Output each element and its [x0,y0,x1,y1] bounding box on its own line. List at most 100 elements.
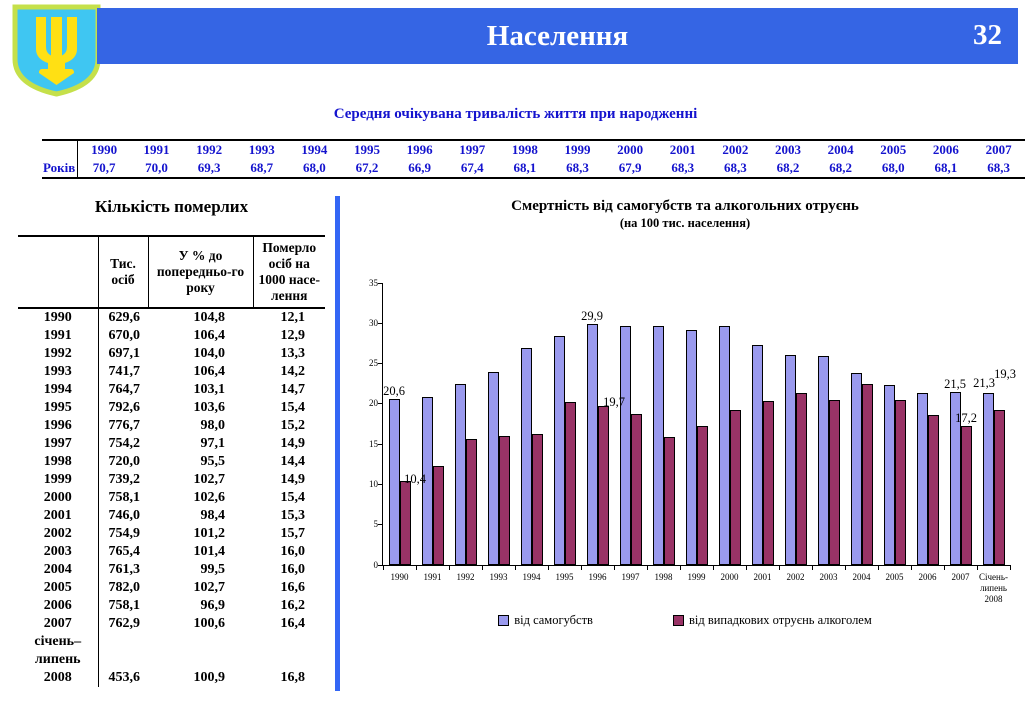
x-axis-tick [481,565,483,570]
bar-alcohol-2006 [927,415,939,565]
life-expectancy-year-cell: 1999 [564,142,591,157]
x-axis-category-label: 2001 [753,572,772,582]
x-axis-tick [415,565,417,570]
deaths-table-row: 1990 629,6 104,8 12,1 [18,308,325,327]
bar-alcohol-2004 [861,383,873,565]
deaths-row-year: 1999 [18,471,99,489]
y-axis-tick-label: 20 [369,398,378,409]
y-axis-tick [378,322,383,324]
bar-alcohol-2007 [960,426,972,565]
deaths-table-row: 2007 762,9 100,6 16,4 [18,615,325,633]
deaths-row-year: 1994 [18,381,99,399]
life-expectancy-value-cell: 66,9 [408,160,431,175]
deaths-row-value: 16,4 [280,616,306,631]
deaths-table-row: 1995 792,6 103,6 15,4 [18,399,325,417]
deaths-row-value: 758,1 [108,490,141,505]
bar-alcohol-1991 [432,465,444,565]
deaths-row-value: 100,6 [193,616,226,631]
x-axis-category-label: 2004 [852,572,871,582]
life-expectancy-value-cell: 68,2 [829,160,852,175]
deaths-row-year: 2006 [18,597,99,615]
deaths-row-value: 782,0 [108,580,141,595]
bar-alcohol-1995 [564,402,576,565]
bar-suicides-1996 [586,324,598,565]
deaths-column-header: Тис. осіб [97,235,148,309]
life-expectancy-value-cell: 68,3 [987,160,1010,175]
deaths-row-value: 629,6 [108,310,141,325]
deaths-row-value: 106,4 [193,328,226,343]
x-axis-category-label: 1990 [390,572,409,582]
legend-swatch-suicides [498,615,510,626]
deaths-row-value: 97,1 [200,436,226,451]
x-axis-category-label: 2002 [786,572,805,582]
deaths-row-year: 1995 [18,399,99,417]
x-axis-category-label: 2000 [720,572,739,582]
deaths-table-row: 2001 746,0 98,4 15,3 [18,507,325,525]
deaths-row-year: 2001 [18,507,99,525]
deaths-row-value: 15,2 [280,418,306,433]
x-axis-tick [976,565,978,570]
y-axis-tick [378,564,383,566]
y-axis-tick-label: 25 [369,358,378,369]
life-expectancy-year-cell: 2005 [880,142,907,157]
life-expectancy-value-cell: 70,0 [145,160,168,175]
deaths-row-value: 15,7 [280,526,306,541]
deaths-column-header [18,235,98,309]
x-axis-category-label: 1995 [555,572,574,582]
deaths-row-value: 16,2 [280,598,306,613]
y-axis-tick-label: 35 [369,277,378,288]
x-axis-tick [679,565,681,570]
life-expectancy-year-cell: 1991 [143,142,170,157]
bar-suicides-1997 [619,325,631,565]
life-expectancy-year-cell: 1998 [511,142,538,157]
deaths-row-value: 15,4 [280,400,306,415]
x-axis-tick [613,565,615,570]
ukraine-coat-of-arms-icon [12,4,101,97]
x-axis-tick [811,565,813,570]
data-label: 20,6 [383,384,405,399]
life-expectancy-year-cell: 2006 [932,142,959,157]
deaths-row-value: 758,1 [108,598,141,613]
deaths-row-year: 2000 [18,489,99,507]
x-axis-tick [943,565,945,570]
deaths-table-row: 2003 765,4 101,4 16,0 [18,543,325,561]
x-axis-tick [745,565,747,570]
deaths-row-year: 1993 [18,363,99,381]
deaths-row-year: 1996 [18,417,99,435]
x-axis-tick [547,565,549,570]
bar-suicides-1999 [685,329,697,565]
data-label: 19,3 [994,367,1016,382]
bar-alcohol-2001 [762,401,774,565]
deaths-row-value: 739,2 [108,472,141,487]
x-axis-category-label: 2005 [885,572,904,582]
life-expectancy-value-cell: 68,7 [250,160,274,175]
deaths-table-row: 2004 761,3 99,5 16,0 [18,561,325,579]
page-number: 32 [973,19,1002,51]
bar-alcohol-1998 [663,436,675,565]
data-label: 21,3 [973,376,995,391]
deaths-table-row: січень– липень 2008 453,6 100,9 16,8 [18,633,325,687]
x-axis-tick [1009,565,1011,570]
chart-plot-area: 0 5 10 15 20 25 30 35 1990 1991 1992 1993 1994 1995 19… [369,278,1016,605]
life-expectancy-years-row: 1990 1991 1992 1993 1994 1995 1996 1997 1998 1999… [42,140,1025,159]
y-axis-tick-label: 30 [369,317,378,328]
deaths-row-value: 762,9 [108,616,141,631]
y-axis-tick-label: 10 [369,478,378,489]
deaths-table-row: 1994 764,7 103,1 14,7 [18,381,325,399]
x-axis-tick [646,565,648,570]
bar-suicides-1994 [520,348,532,565]
life-expectancy-title: Середня очікувана тривалість життя при н… [333,106,698,122]
x-axis-tick [778,565,780,570]
deaths-row-value: 98,4 [200,508,226,523]
data-label: 21,5 [944,376,966,391]
deaths-row-year: 2007 [18,615,99,633]
x-axis-tick [712,565,714,570]
x-axis-category-label: 1999 [687,572,706,582]
deaths-row-value: 16,0 [280,544,306,559]
deaths-row-year: 1991 [18,327,99,345]
life-expectancy-year-cell: 1994 [301,142,328,157]
legend-label-suicides: від самогубств [514,613,593,627]
deaths-row-year: 2002 [18,525,99,543]
deaths-table-row: 2000 758,1 102,6 15,4 [18,489,325,507]
chart-title: Смертність від самогубств та алкогольних… [511,198,859,214]
